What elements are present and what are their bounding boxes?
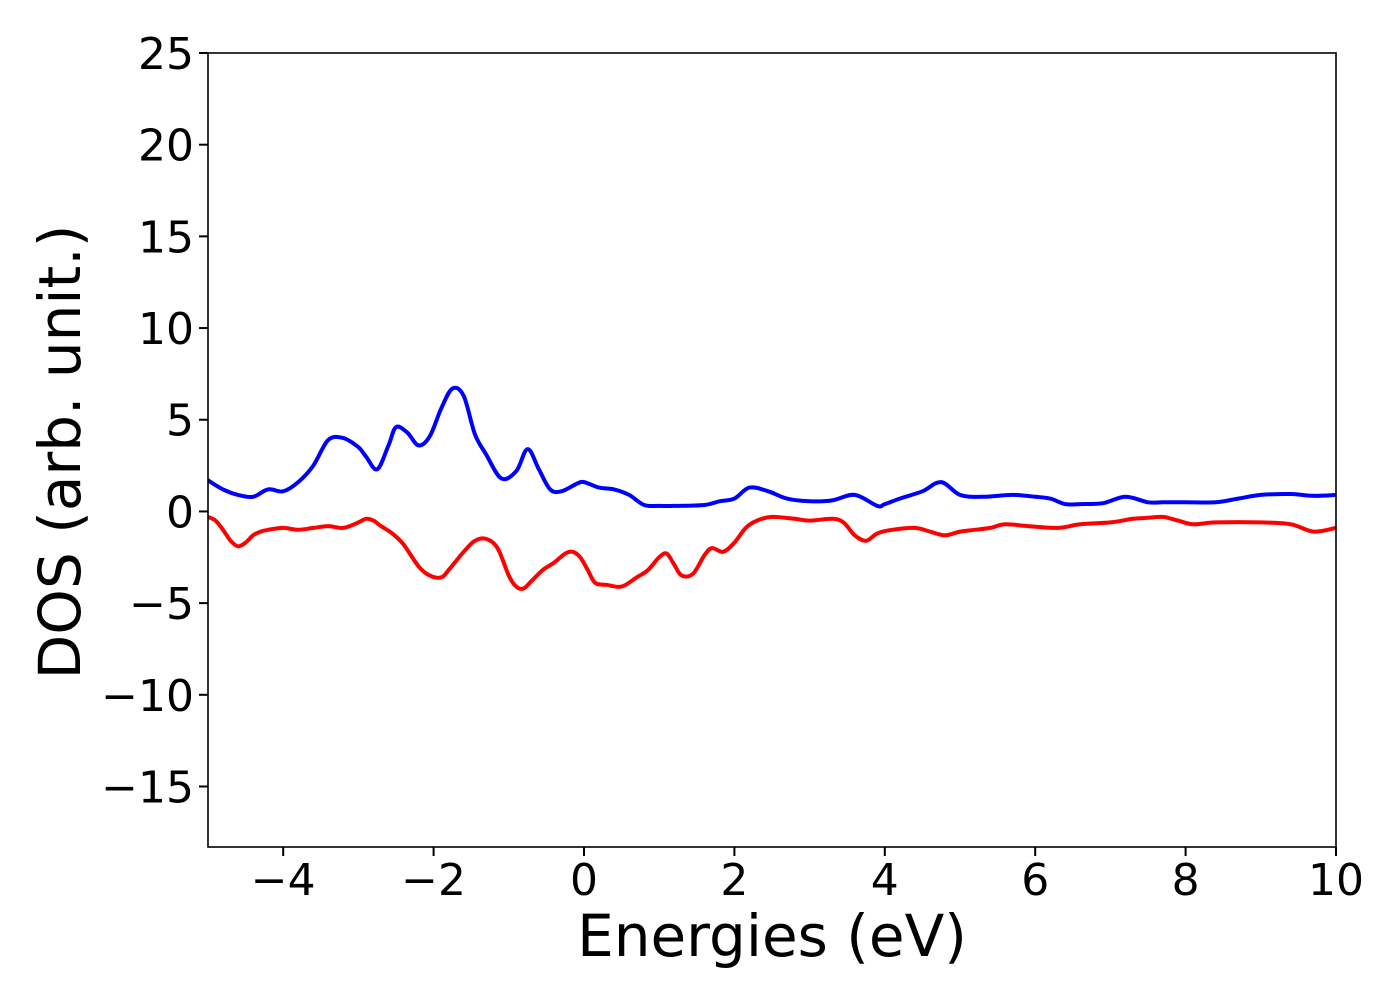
series-line-1 [208, 385, 1336, 509]
y-tick-label: −10 [101, 671, 194, 722]
x-tick-label: −2 [401, 855, 466, 906]
series-layer [208, 385, 1336, 591]
x-axis-title: Energies (eV) [577, 902, 967, 970]
y-tick-label: 15 [138, 212, 194, 263]
plot-frame [207, 52, 1337, 848]
y-tick-label: −15 [101, 762, 194, 813]
x-tick-label: 8 [1172, 855, 1200, 906]
y-tick-label: 10 [138, 304, 194, 355]
x-axis: −4 −2 0 2 4 6 8 10 [251, 847, 1364, 906]
y-tick-label: 25 [138, 29, 194, 80]
y-tick-label: −5 [129, 579, 194, 630]
y-tick-label: 5 [166, 396, 194, 447]
x-tick-label: 0 [570, 855, 598, 906]
y-tick-label: 0 [166, 487, 194, 538]
y-tick-label: 20 [138, 121, 194, 172]
x-tick-label: 6 [1021, 855, 1049, 906]
x-tick-label: −4 [251, 855, 316, 906]
x-tick-label: 4 [871, 855, 899, 906]
y-axis: −15 −10 −5 0 5 10 15 20 25 [101, 29, 208, 813]
x-tick-label: 2 [720, 855, 748, 906]
series-line-2 [208, 514, 1336, 591]
x-tick-label: 10 [1308, 855, 1364, 906]
y-axis-title: DOS (arb. unit.) [26, 225, 94, 680]
